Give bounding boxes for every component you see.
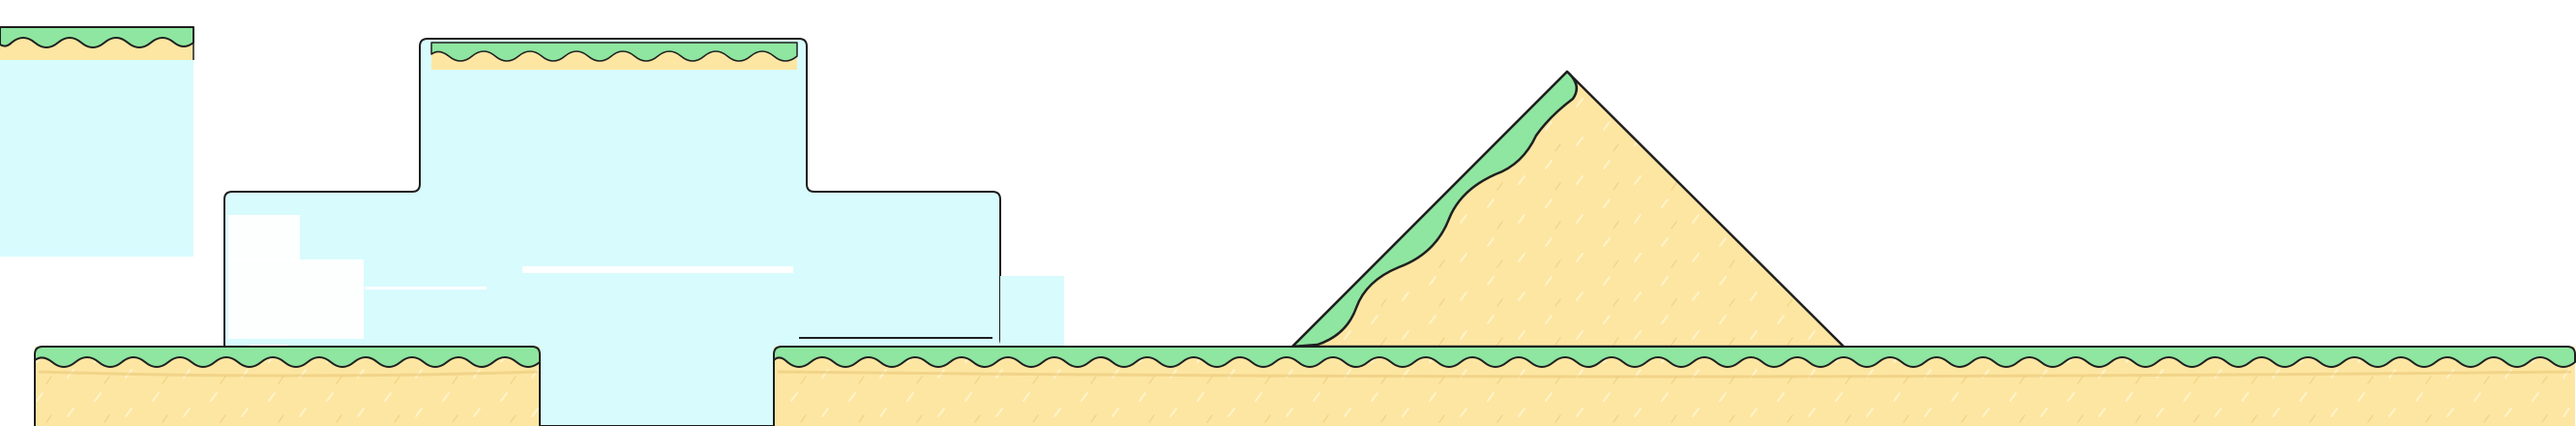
ground-platform-left [34, 346, 541, 426]
ground-platform-right [773, 346, 2576, 426]
floating-platform-top-left [0, 26, 194, 60]
sand-hill-slope [1290, 70, 1846, 349]
stepped-sky-wall [0, 38, 1296, 426]
floating-platform-top-middle [430, 42, 798, 70]
